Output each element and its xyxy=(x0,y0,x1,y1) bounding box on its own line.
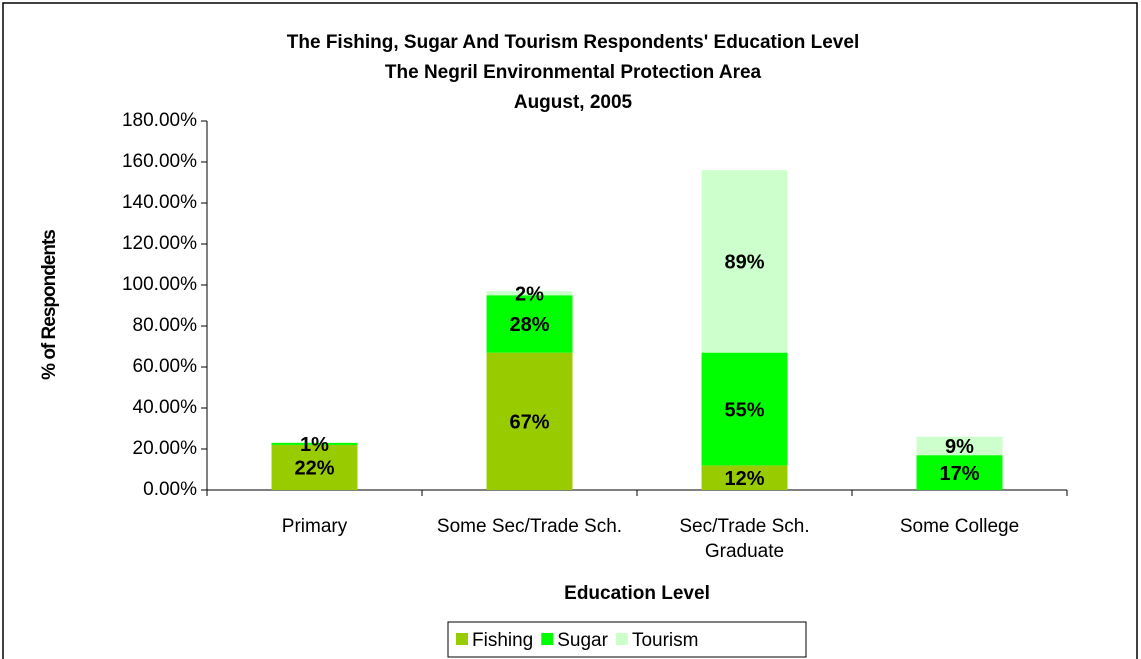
bar-segment xyxy=(701,170,788,353)
x-tick-label: Some Sec/Trade Sch. xyxy=(436,516,623,537)
y-tick-label: 100.00% xyxy=(122,274,197,295)
chart-subtitle: August, 2005 xyxy=(514,92,633,113)
data-label: 22% xyxy=(294,458,334,480)
y-tick-label: 180.00% xyxy=(122,110,197,131)
y-axis-title: % of Respondents xyxy=(39,230,60,380)
y-tick-label: 120.00% xyxy=(122,233,197,254)
data-label: 9% xyxy=(945,436,974,458)
legend-swatch xyxy=(456,633,468,645)
bar-segment xyxy=(916,455,1003,490)
bar-segment xyxy=(271,442,358,445)
y-tick-label: 80.00% xyxy=(133,315,198,336)
y-tick-label: 40.00% xyxy=(133,397,198,418)
x-tick-label: Sec/Trade Sch. Graduate xyxy=(679,516,810,562)
chart-title: The Fishing, Sugar And Tourism Responden… xyxy=(287,32,859,53)
y-tick-label: 0.00% xyxy=(143,479,197,500)
data-label: 1% xyxy=(300,434,329,456)
y-tick-label: 160.00% xyxy=(122,151,197,172)
bar-segment xyxy=(486,291,573,296)
y-tick-label: 20.00% xyxy=(133,438,198,459)
data-label: 2% xyxy=(515,283,544,305)
data-label: 12% xyxy=(724,468,764,490)
bar-segment xyxy=(486,295,573,353)
legend-swatch xyxy=(541,633,554,645)
data-label: 67% xyxy=(509,412,549,434)
data-label: 55% xyxy=(724,399,764,421)
x-tick-label: Primary xyxy=(281,516,348,537)
bar-segment xyxy=(701,465,788,490)
legend-label: Fishing xyxy=(472,630,533,651)
bar-segment xyxy=(486,352,573,490)
y-tick-label: 60.00% xyxy=(133,356,198,377)
legend-swatch xyxy=(615,633,628,645)
bar-segment xyxy=(271,444,358,490)
legend-label: Sugar xyxy=(557,630,608,651)
data-label: 17% xyxy=(939,463,979,485)
chart-subtitle: The Negril Environmental Protection Area xyxy=(385,62,762,83)
data-label: 89% xyxy=(724,252,764,274)
legend-label: Tourism xyxy=(632,630,699,651)
x-tick-label: Some College xyxy=(899,516,1020,537)
x-axis-title: Education Level xyxy=(564,583,710,604)
bar-segment xyxy=(701,352,788,466)
data-label: 28% xyxy=(509,314,549,336)
y-tick-label: 140.00% xyxy=(122,192,197,213)
bar-segment xyxy=(916,436,1003,456)
